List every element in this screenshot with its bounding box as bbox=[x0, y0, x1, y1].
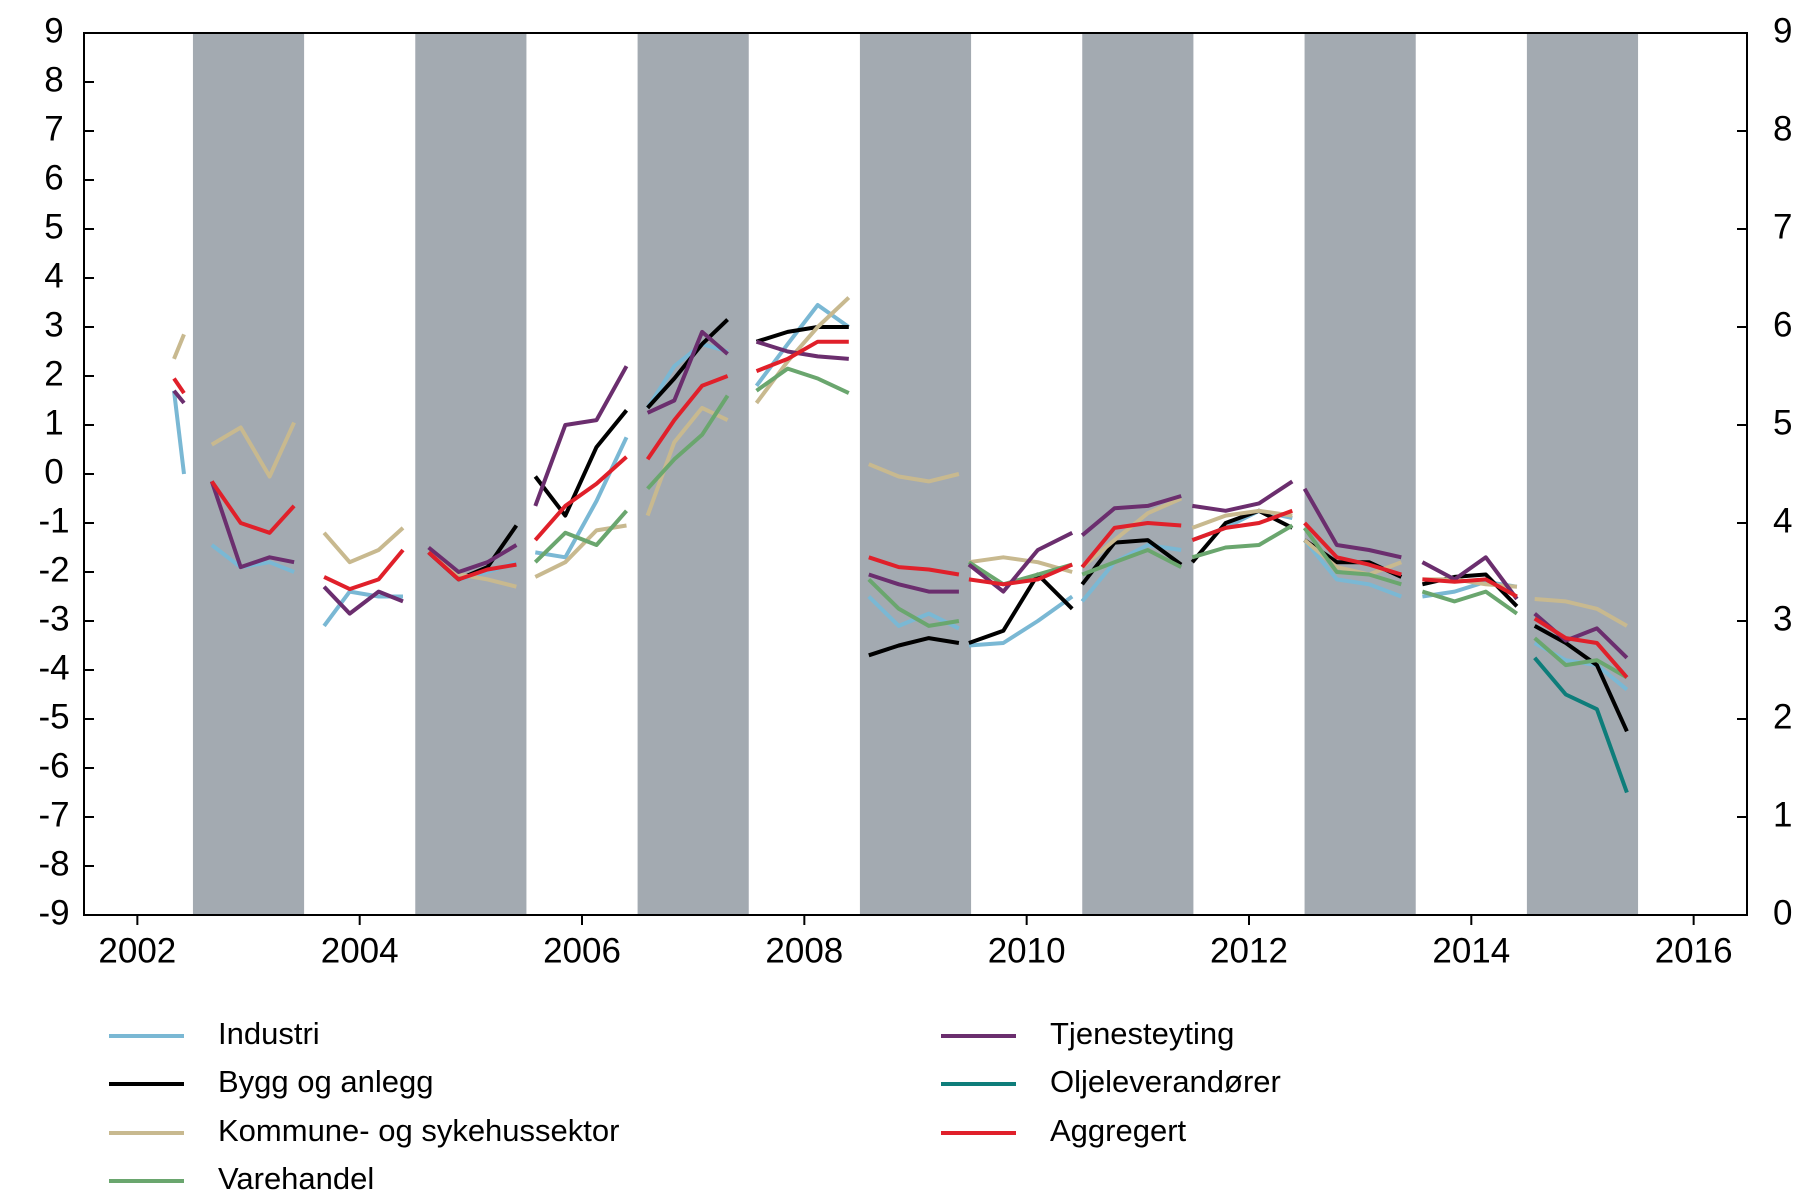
y2-tick-label: 4 bbox=[1773, 501, 1792, 540]
x-tick-label: 2002 bbox=[98, 931, 176, 970]
y-tick-label: -2 bbox=[38, 550, 69, 589]
series-line bbox=[1533, 656, 1629, 794]
y-tick-label: -5 bbox=[38, 697, 69, 736]
series-line bbox=[172, 329, 1629, 660]
shaded-band bbox=[1304, 33, 1416, 915]
x-tick-label: 2004 bbox=[321, 931, 399, 970]
y-tick-label: 2 bbox=[44, 354, 63, 393]
y-tick-label: -3 bbox=[38, 599, 69, 638]
shaded-band bbox=[415, 33, 527, 915]
y2-tick-label: 8 bbox=[1773, 109, 1792, 148]
y-tick-label: 9 bbox=[44, 11, 63, 50]
y2-tick-label: 2 bbox=[1773, 697, 1792, 736]
x-tick-label: 2010 bbox=[988, 931, 1066, 970]
y-tick-label: 3 bbox=[44, 305, 63, 344]
y-tick-label: 0 bbox=[44, 452, 63, 491]
y2-tick-label: 6 bbox=[1773, 305, 1792, 344]
y2-tick-label: 9 bbox=[1773, 11, 1792, 50]
legend-label: Industri bbox=[218, 1016, 320, 1051]
y-tick-label: -1 bbox=[38, 501, 69, 540]
y-tick-label: -9 bbox=[38, 893, 69, 932]
y-tick-label: 5 bbox=[44, 207, 63, 246]
y-tick-label: 6 bbox=[44, 158, 63, 197]
y-tick-label: -8 bbox=[38, 844, 69, 883]
legend-label: Varehandel bbox=[218, 1161, 374, 1194]
y-tick-label: 8 bbox=[44, 60, 63, 99]
legend-label: Aggregert bbox=[1050, 1113, 1187, 1148]
legend-label: Tjenesteyting bbox=[1050, 1016, 1234, 1051]
y-tick-label: -4 bbox=[38, 648, 69, 687]
y2-tick-label: 0 bbox=[1773, 893, 1792, 932]
shaded-band bbox=[637, 33, 749, 915]
x-tick-label: 2016 bbox=[1655, 931, 1733, 970]
x-tick-label: 2006 bbox=[543, 931, 621, 970]
y-tick-label: 1 bbox=[44, 403, 63, 442]
x-tick-label: 2008 bbox=[765, 931, 843, 970]
y2-tick-label: 5 bbox=[1773, 403, 1792, 442]
shaded-band bbox=[1082, 33, 1194, 915]
y2-tick-label: 1 bbox=[1773, 795, 1792, 834]
y-tick-label: -6 bbox=[38, 746, 69, 785]
y2-tick-label: 7 bbox=[1773, 207, 1792, 246]
series-line bbox=[533, 366, 1628, 680]
x-tick-label: 2014 bbox=[1432, 931, 1510, 970]
x-tick-label: 2012 bbox=[1210, 931, 1288, 970]
series-line bbox=[427, 318, 1629, 733]
legend-label: Bygg og anlegg bbox=[218, 1064, 433, 1099]
y2-tick-label: 3 bbox=[1773, 599, 1792, 638]
y-tick-label: -7 bbox=[38, 795, 69, 834]
legend-label: Oljeleverandører bbox=[1050, 1064, 1281, 1099]
shaded-band bbox=[192, 33, 305, 915]
y-tick-label: 4 bbox=[44, 256, 63, 295]
y-tick-label: 7 bbox=[44, 109, 63, 148]
series-line bbox=[172, 339, 1629, 679]
legend-label: Kommune- og sykehussektor bbox=[218, 1113, 619, 1148]
